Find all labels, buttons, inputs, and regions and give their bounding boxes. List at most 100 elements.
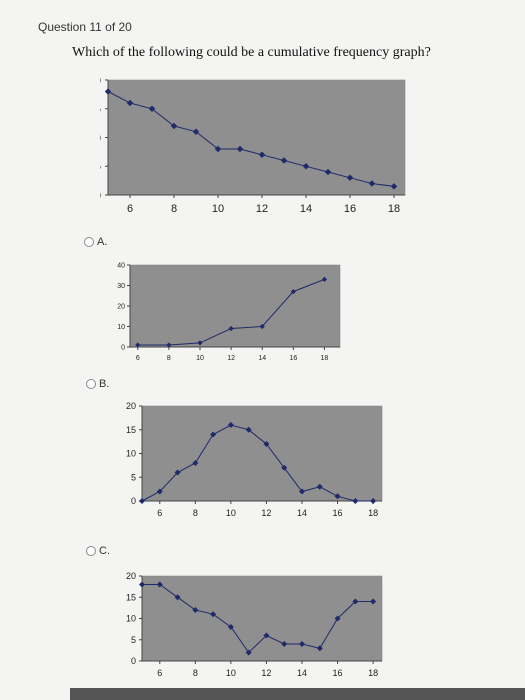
- x-tick-label: 18: [388, 203, 400, 215]
- radio-c[interactable]: [86, 546, 96, 556]
- y-tick-label: 15: [100, 104, 101, 116]
- data-point: [174, 594, 181, 601]
- chart-svg: 0 5 10 15 20 6 8 10 12 14 16 18: [100, 75, 406, 215]
- data-point: [174, 469, 181, 476]
- data-point: [156, 581, 163, 588]
- data-point: [135, 342, 141, 348]
- y-tick-label: 0: [131, 496, 136, 506]
- radio-a[interactable]: [84, 237, 94, 247]
- y-tick-label: 15: [126, 425, 136, 435]
- y-tick-label: 5: [100, 161, 101, 173]
- data-point: [104, 88, 112, 95]
- x-tick-label: 10: [196, 355, 204, 362]
- graph-option-c: 0 5 10 15 20 6 8 10 12 14 16 18: [100, 562, 385, 687]
- question-progress: Question 11 of 20: [38, 20, 132, 34]
- x-tick-label: 8: [193, 508, 198, 518]
- x-tick-label: 12: [261, 668, 271, 678]
- data-point: [236, 145, 244, 153]
- x-tick-label: 16: [289, 355, 297, 362]
- data-point: [263, 441, 270, 447]
- data-point: [370, 598, 377, 605]
- y-tick-label: 15: [126, 592, 136, 602]
- data-point: [139, 498, 145, 504]
- data-point: [227, 624, 234, 630]
- data-point: [334, 493, 341, 500]
- x-tick-label: 16: [333, 508, 343, 518]
- x-tick-label: 18: [368, 668, 378, 678]
- series-line: [107, 91, 395, 187]
- data-point: [245, 426, 252, 433]
- data-point: [156, 488, 163, 495]
- data-point: [334, 615, 341, 622]
- x-tick-label: 16: [333, 668, 343, 678]
- y-tick-label: 0: [131, 656, 136, 666]
- choice-c-label: C.: [99, 545, 110, 557]
- data-point: [370, 498, 377, 504]
- y-tick-label: 20: [117, 303, 125, 310]
- data-point: [316, 645, 323, 652]
- data-point: [299, 488, 305, 495]
- x-tick-label: 18: [368, 508, 378, 518]
- data-point: [192, 607, 199, 613]
- y-tick-label: 20: [126, 401, 136, 411]
- y-tick-label: 5: [131, 635, 136, 645]
- plot-area: [141, 405, 383, 502]
- choice-b-label: B.: [99, 378, 110, 390]
- x-tick-label: 10: [212, 203, 224, 215]
- data-point: [352, 498, 359, 504]
- x-tick-label: 12: [261, 508, 271, 518]
- y-tick-label: 0: [121, 344, 125, 351]
- x-tick-label: 6: [157, 508, 162, 518]
- y-tick-label: 30: [117, 283, 125, 290]
- data-point: [316, 483, 323, 490]
- x-tick-label: 8: [193, 668, 198, 678]
- plot-area: [107, 79, 406, 196]
- x-tick-label: 10: [226, 668, 236, 678]
- radio-b[interactable]: [86, 379, 96, 389]
- x-tick-label: 14: [297, 508, 307, 518]
- y-tick-label: 10: [100, 132, 101, 144]
- data-point: [280, 157, 288, 164]
- question-text: Which of the following could be a cumula…: [72, 45, 431, 60]
- series-line: [141, 424, 374, 502]
- choice-a-label: A.: [97, 236, 108, 248]
- choice-c[interactable]: C.: [86, 545, 110, 557]
- data-point: [281, 464, 288, 471]
- data-point: [258, 151, 266, 158]
- data-point: [245, 649, 252, 656]
- chart-svg: 0 5 10 15 20 6 8 10 12 14 16 18: [126, 571, 383, 678]
- data-point: [210, 611, 217, 618]
- x-tick-label: 14: [297, 668, 307, 678]
- y-tick-label: 10: [117, 324, 125, 331]
- graph-option-b: 0 5 10 15 20 6 8 10 12 14 16 18: [100, 398, 385, 528]
- y-tick-label: 40: [117, 262, 125, 269]
- x-tick-label: 14: [300, 203, 312, 215]
- data-point: [324, 168, 332, 176]
- x-tick-label: 12: [256, 203, 268, 215]
- graph-option-a: 0 10 20 30 40 6 8 10 12 14 16 18: [100, 255, 350, 385]
- x-tick-label: 8: [167, 355, 171, 362]
- choice-b[interactable]: B.: [86, 378, 109, 390]
- x-tick-label: 14: [258, 355, 266, 362]
- data-point: [352, 598, 359, 605]
- data-point: [302, 163, 310, 170]
- x-tick-label: 6: [127, 203, 133, 215]
- data-point: [192, 460, 199, 466]
- data-point: [227, 422, 234, 428]
- choice-a[interactable]: A.: [84, 236, 107, 248]
- x-tick-label: 16: [344, 203, 356, 215]
- data-point: [259, 323, 265, 330]
- y-tick-label: 20: [126, 571, 136, 581]
- data-point: [281, 641, 288, 647]
- plot-area: [129, 264, 341, 348]
- data-point: [346, 174, 354, 181]
- data-point: [139, 581, 145, 588]
- data-point: [299, 641, 305, 647]
- chart-svg: 0 10 20 30 40 6 8 10 12 14 16 18: [117, 262, 341, 362]
- chart-svg: 0 5 10 15 20 6 8 10 12 14 16 18: [126, 401, 383, 518]
- y-tick-label: 5: [131, 472, 136, 482]
- graph-prompt: 0 5 10 15 20 6 8 10 12 14 16 18: [100, 70, 410, 215]
- x-tick-label: 6: [136, 355, 140, 362]
- y-tick-label: 10: [126, 614, 136, 624]
- data-point: [263, 632, 270, 639]
